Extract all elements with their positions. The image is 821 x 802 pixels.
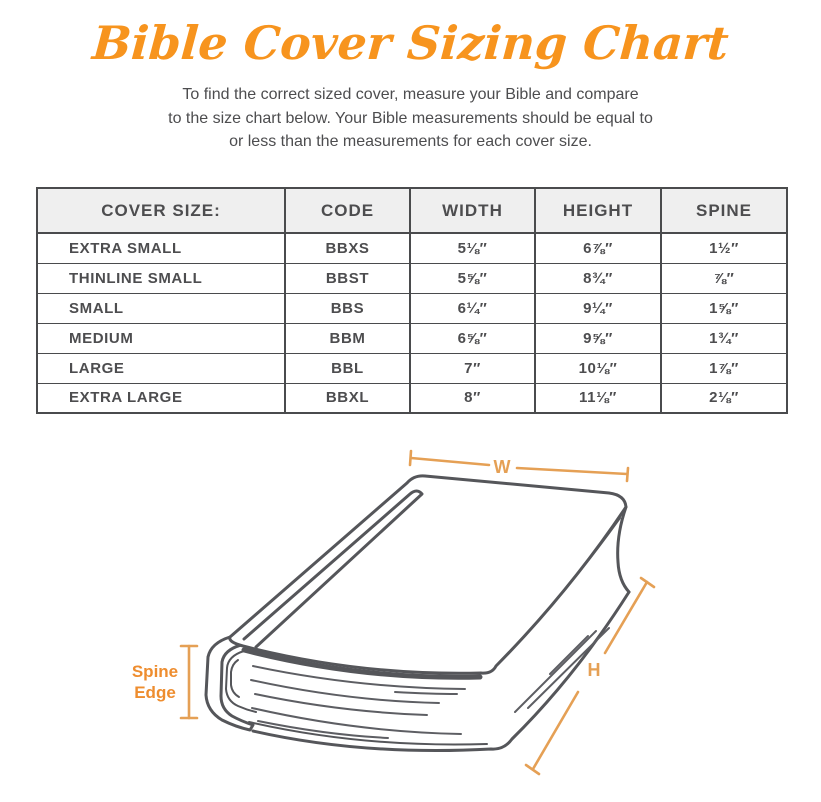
column-header-cover-size: COVER SIZE:: [37, 188, 285, 234]
width-cell: 6¼″: [409, 292, 535, 323]
code-cell: BBL: [284, 352, 410, 383]
column-header-height: HEIGHT: [534, 188, 661, 234]
width-cell: 6⅝″: [409, 322, 535, 353]
height-cell: 6⅞″: [534, 233, 661, 263]
width-dimension: W: [408, 449, 630, 483]
column-header-width: WIDTH: [409, 188, 535, 234]
spine-edge-dimension: Spine Edge: [132, 644, 199, 720]
book-illustration: [204, 474, 631, 752]
cover-size-cell: EXTRA LARGE: [37, 382, 285, 413]
height-dimension-tick-bottom: [524, 763, 541, 776]
book-fore-edge-curve: [616, 505, 631, 594]
book-spine-curl: [204, 635, 255, 732]
height-dimension-label: H: [588, 660, 601, 680]
book-top-cover: [228, 474, 628, 675]
book-diagram: W H Spine Edge: [132, 449, 656, 776]
spine-edge-label-line-1: Spine: [132, 662, 178, 681]
height-cell: 9⅝″: [534, 322, 661, 353]
description-line-3: or less than the measurements for each c…: [229, 133, 592, 150]
code-cell: BBXS: [284, 233, 410, 263]
spine-curl-detail-lines: [225, 650, 257, 713]
book-cover-front-edge: [241, 647, 483, 680]
table-row: EXTRA SMALL BBXS 5⅛″ 6⅞″ 1½″: [37, 233, 787, 263]
spine-cell: 2⅛″: [660, 382, 787, 413]
book-bottom-cover-edge: [251, 590, 631, 752]
spine-cell: 1½″: [660, 233, 787, 263]
column-header-spine: SPINE: [660, 188, 787, 234]
table-row: SMALL BBS 6¼″ 9¼″ 1⅝″: [37, 292, 787, 323]
table-header-row: COVER SIZE: CODE WIDTH HEIGHT SPINE: [37, 188, 787, 234]
height-dimension: H: [524, 576, 656, 776]
width-cell: 7″: [409, 352, 535, 383]
description: To find the correct sized cover, measure…: [0, 83, 821, 154]
code-cell: BBST: [284, 262, 410, 293]
page-title: Bible Cover Sizing Chart: [90, 16, 731, 70]
book-cover-lip-line: [496, 517, 621, 666]
cover-size-cell: SMALL: [37, 292, 285, 323]
width-cell: 8″: [409, 382, 535, 413]
width-cell: 5⅝″: [409, 262, 535, 293]
width-dimension-line-left: [409, 456, 491, 467]
spine-cell: 1⅞″: [660, 352, 787, 383]
book-bottom-cover-inner-line: [248, 721, 488, 746]
table-row: THINLINE SMALL BBST 5⅝″ 8¾″ ⅞″: [37, 262, 787, 293]
table-row: LARGE BBL 7″ 10⅛″ 1⅞″: [37, 352, 787, 383]
book-spine-ridge: [242, 489, 424, 649]
page-texture-lines: [250, 665, 466, 739]
width-cell: 5⅛″: [409, 233, 535, 263]
spine-cell: 1⅝″: [660, 292, 787, 323]
height-dimension-line-bottom: [531, 690, 580, 771]
description-line-2: to the size chart below. Your Bible meas…: [168, 109, 653, 127]
width-dimension-line-right: [515, 466, 629, 476]
cover-size-cell: LARGE: [37, 352, 285, 383]
page-texture-lines-side: [514, 627, 610, 713]
description-line-1: To find the correct sized cover, measure…: [182, 86, 639, 103]
height-dimension-line-top: [603, 580, 649, 655]
code-cell: BBM: [284, 322, 410, 353]
table-row: MEDIUM BBM 6⅝″ 9⅝″ 1¾″: [37, 322, 787, 353]
height-cell: 9¼″: [534, 292, 661, 323]
cover-size-cell: MEDIUM: [37, 322, 285, 353]
spine-cell: ⅞″: [660, 262, 787, 293]
cover-size-cell: EXTRA SMALL: [69, 239, 182, 257]
width-dimension-label: W: [494, 457, 511, 477]
height-cell: 8¾″: [534, 262, 661, 293]
code-cell: BBXL: [284, 382, 410, 413]
sizing-table: COVER SIZE: CODE WIDTH HEIGHT SPINE EXTR…: [36, 187, 788, 414]
height-cell: 11⅛″: [534, 382, 661, 413]
column-header-code: CODE: [284, 188, 410, 234]
width-dimension-tick-right: [625, 466, 630, 483]
spine-edge-label-line-2: Edge: [134, 683, 176, 702]
height-cell: 10⅛″: [534, 352, 661, 383]
cover-size-cell: THINLINE SMALL: [37, 262, 285, 293]
code-cell: BBS: [284, 292, 410, 323]
table-row: EXTRA LARGE BBXL 8″ 11⅛″ 2⅛″: [37, 382, 787, 413]
spine-cell: 1¾″: [660, 322, 787, 353]
